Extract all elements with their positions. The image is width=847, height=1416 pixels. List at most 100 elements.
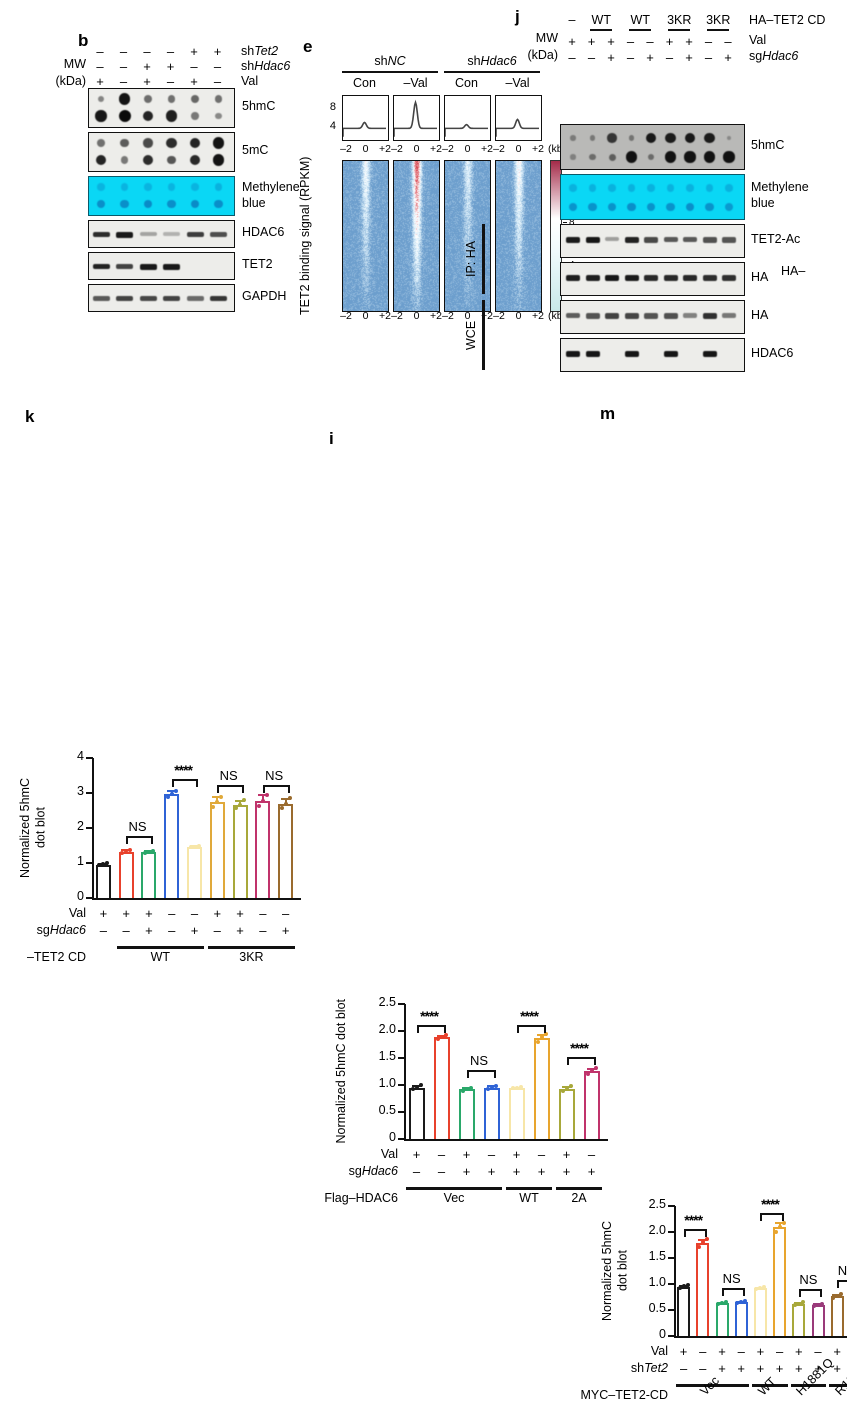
blot-band (93, 232, 110, 237)
panel-j-construct-value: WT (622, 14, 658, 27)
panel-j-group-bar (482, 300, 485, 370)
blot-band (644, 237, 658, 243)
panel-e-xtick: 0 (408, 144, 426, 155)
chart-data-point (490, 1086, 494, 1090)
chart-condition-symbol: + (459, 1164, 475, 1179)
panel-e-column-header: Con (444, 77, 489, 90)
chart-condition-symbol: – (534, 1147, 550, 1162)
blot-dot (168, 183, 175, 190)
blot-5hmc (560, 124, 745, 170)
chart-data-point (242, 798, 246, 802)
condition-symbol: + (663, 34, 677, 49)
chart-group-axis-label: MYC–TET2-CD (574, 1389, 668, 1402)
panel-j-construct-underline (629, 29, 651, 31)
blot-band (722, 313, 736, 318)
chart-condition-symbol: – (209, 923, 225, 938)
chart-condition-symbol: – (434, 1164, 450, 1179)
chart-bar (210, 802, 225, 898)
chart-condition-row-label: Val (322, 1148, 398, 1161)
blot-dot (191, 112, 198, 119)
panel-j-group-label: IP: HA (464, 224, 478, 294)
blot-dot (120, 200, 128, 208)
blot-dot (608, 203, 616, 211)
panel-e-xtick: –2 (337, 311, 355, 322)
chart-data-point (678, 1286, 682, 1290)
blot-band (187, 296, 204, 301)
chart-condition-symbol: + (209, 906, 225, 921)
condition-symbol: – (187, 59, 201, 74)
chart-condition-symbol: + (752, 1361, 768, 1376)
blot-dot (686, 203, 694, 211)
blot-band (93, 264, 110, 269)
chart-condition-symbol: – (810, 1344, 826, 1359)
chart-significance-label: **** (497, 1008, 562, 1024)
chart-condition-symbol: – (164, 906, 180, 921)
chart-significance-bracket (517, 1025, 546, 1033)
blot-dot (143, 111, 154, 122)
chart-data-point (436, 1037, 440, 1041)
chart-y-tick (86, 792, 93, 794)
blot-ha-(ip) (560, 262, 745, 296)
panel-e-heatmap (393, 160, 440, 312)
chart-data-point (238, 803, 242, 807)
blot-band (140, 264, 157, 270)
chart-condition-symbol: – (695, 1361, 711, 1376)
chart-baseline (404, 1139, 608, 1141)
blot-name-label: Methylene blue (751, 181, 809, 209)
blot-name-label: HA (751, 271, 768, 284)
chart-data-point (193, 845, 197, 849)
panel-j-construct-underline (707, 29, 729, 31)
condition-symbol: – (211, 74, 225, 89)
blot-band (625, 313, 639, 319)
panel-m-letter: m (600, 405, 615, 424)
chart-y-tick (668, 1283, 675, 1285)
condition-row-label-italic: Hdac6 (762, 49, 798, 63)
blot-5mc (88, 132, 235, 172)
blot-tet2 (88, 252, 235, 280)
chart-data-point (419, 1083, 423, 1087)
chart-group-axis-label: –TET2 CD (4, 951, 86, 964)
panel-j-construct-value: 3KR (700, 14, 736, 27)
panel-e-profile (495, 95, 542, 141)
chart-bar (792, 1304, 805, 1336)
blot-dot (570, 135, 576, 141)
condition-symbol: + (164, 59, 178, 74)
chart-bar (509, 1088, 525, 1139)
chart-data-point (440, 1035, 444, 1039)
blot-band (140, 232, 157, 236)
condition-symbol: – (211, 59, 225, 74)
chart-y-tick (398, 1003, 405, 1005)
chart-condition-symbol: + (278, 923, 294, 938)
chart-condition-symbol: – (484, 1147, 500, 1162)
panel-e-profile (444, 95, 491, 141)
chart-data-point (724, 1300, 728, 1304)
blot-dot (166, 110, 177, 121)
condition-symbol: – (93, 59, 107, 74)
blot-ha-(wce) (560, 300, 745, 334)
panel-j-construct-value: WT (583, 14, 619, 27)
blot-dot (727, 136, 732, 141)
blot-band (163, 296, 180, 301)
blot-dot (95, 110, 106, 121)
panel-e-profile-ytick: 4 (318, 121, 336, 132)
blot-band (664, 351, 678, 357)
blot-dot (725, 184, 732, 191)
blot-dot (609, 154, 616, 161)
panel-e-xtick: –2 (490, 311, 508, 322)
blot-hdac6 (88, 220, 235, 248)
chart-significance-bracket (172, 779, 199, 787)
panel-e-heatmap (495, 160, 542, 312)
chart-data-point (280, 806, 284, 810)
chart-y-tick (398, 1057, 405, 1059)
chart-significance-label: **** (397, 1008, 462, 1024)
blot-name-label: 5hmC (242, 100, 275, 113)
panel-j-header-rows: – WT WT 3KR 3KR HA–TET2 CD + + + – – + + – – Val – – + – + – +… (560, 14, 847, 68)
panel-e-xtick: 0 (408, 311, 426, 322)
chart-condition-symbol: – (676, 1361, 692, 1376)
condition-row-label: shTet2 (241, 45, 278, 58)
chart-significance-bracket (263, 785, 290, 793)
blot-dot (166, 138, 177, 149)
chart-significance-label: **** (740, 1196, 799, 1212)
chart-condition-symbol: + (772, 1361, 788, 1376)
chart-data-point (151, 849, 155, 853)
